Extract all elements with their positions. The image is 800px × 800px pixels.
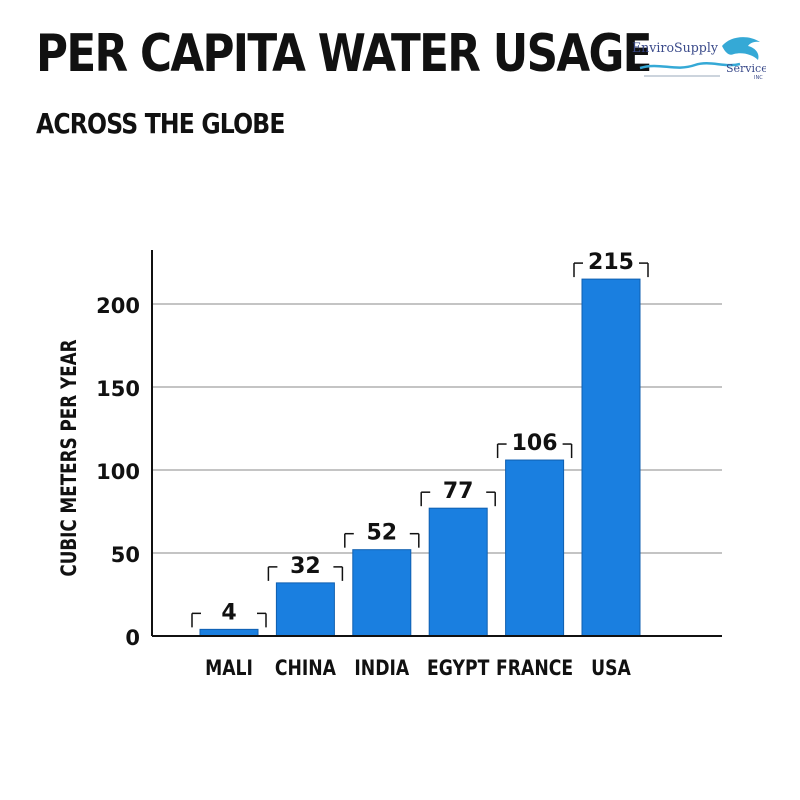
y-axis-label: CUBIC METERS PER YEAR [57,339,81,576]
wave-icon [639,62,741,70]
logo-text-line1: EnviroSupply [632,41,719,56]
value-label: 32 [290,554,321,579]
bars [191,262,649,637]
value-label: 77 [443,479,474,504]
value-label: 4 [221,600,236,625]
y-tick-label: 200 [96,294,140,318]
axes [151,250,722,637]
x-category-label: EGYPT [427,655,489,680]
y-tick-label: 150 [96,377,140,401]
y-tick-label: 100 [96,460,140,484]
x-category-label: INDIA [354,655,409,680]
value-label: 215 [588,250,634,275]
x-category-label: MALI [205,655,253,680]
value-label: 106 [512,431,558,456]
bar-india [352,549,412,637]
x-category-label: USA [591,655,631,680]
page-subtitle: ACROSS THE GLOBE [36,107,285,140]
logo-text-line3: INC [754,75,763,81]
x-category-label: CHINA [275,655,336,680]
value-label: 52 [366,521,397,546]
labels: 0 50 100 150 200 4 MALI 32 CHINA 52 INDIA 77 EGYPT 10… [96,250,634,680]
dolphin-icon [722,37,760,60]
x-category-label: FRANCE [496,655,573,680]
y-tick-label: 0 [125,626,140,650]
company-logo: EnviroSupply Service INC [632,37,766,81]
bar-china [275,582,335,637]
logo-text-line2: Service [726,62,766,75]
y-tick-label: 50 [111,543,140,567]
page-title: PER CAPITA WATER USAGE [36,24,652,84]
bar-france [505,459,565,637]
bar-egypt [428,507,488,637]
bar-usa [581,278,641,637]
